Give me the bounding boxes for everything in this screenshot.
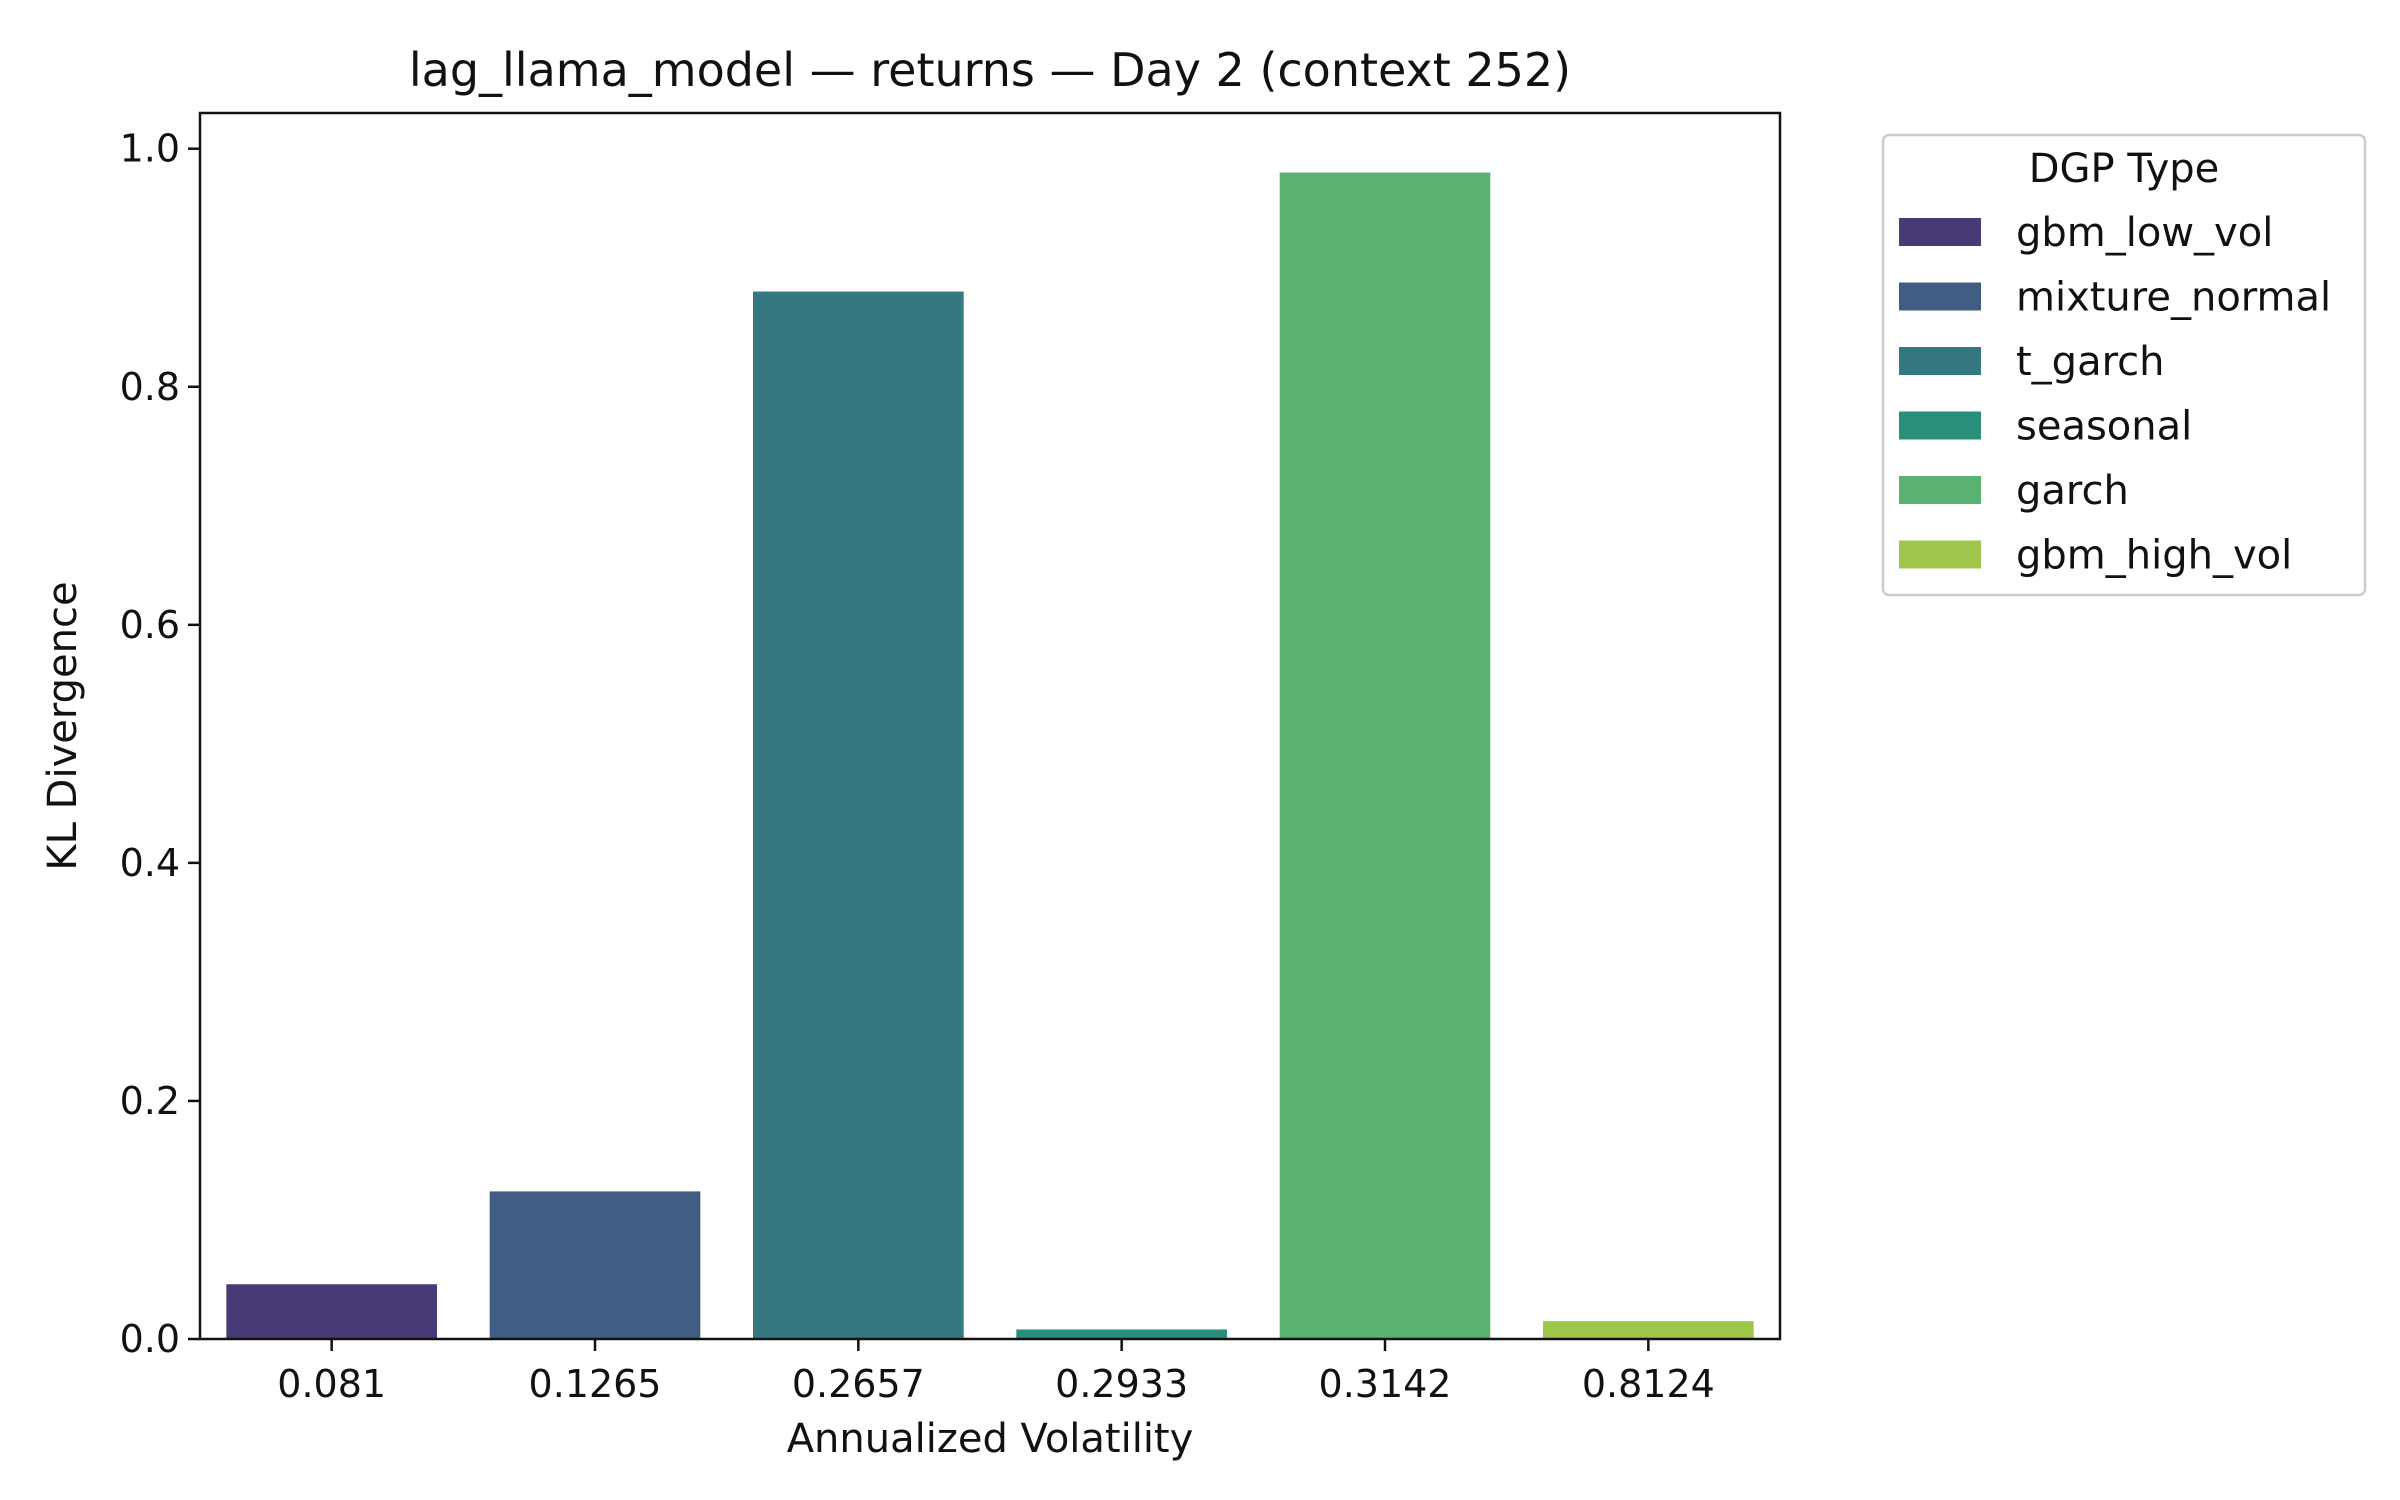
- legend-swatch-gbm_high_vol: [1899, 540, 1981, 569]
- legend-entry-mixture_normal: mixture_normal: [2016, 275, 2331, 321]
- y-tick-label: 0.0: [120, 1317, 180, 1361]
- legend-entry-gbm_high_vol: gbm_high_vol: [2016, 533, 2292, 579]
- y-tick-label: 0.4: [120, 841, 180, 885]
- y-axis-label: KL Divergence: [40, 581, 86, 870]
- y-tick-label: 0.2: [120, 1079, 180, 1123]
- x-tick-label: 0.2657: [792, 1362, 925, 1406]
- bar-garch: [1279, 172, 1491, 1340]
- bar-t_garch: [753, 291, 964, 1339]
- legend-title: DGP Type: [2029, 146, 2220, 192]
- legend: DGP Type gbm_low_vol mixture_normal t_garch…: [1881, 133, 2367, 597]
- legend-swatch-seasonal: [1899, 411, 1981, 440]
- x-axis-label: Annualized Volatility: [787, 1416, 1194, 1462]
- x-tick-label: 0.3142: [1319, 1362, 1452, 1406]
- x-tick-label: 0.2933: [1055, 1362, 1188, 1406]
- y-axis-ticks: 0.0 0.2 0.4 0.6 0.8 1.0: [120, 127, 200, 1361]
- legend-box: [1881, 133, 2367, 597]
- bars-group: [226, 172, 1754, 1340]
- x-axis-ticks: 0.081 0.1265 0.2657 0.2933 0.3142 0.8124: [277, 1339, 1715, 1406]
- x-tick-label: 0.081: [277, 1362, 386, 1406]
- plot-area-frame: [198, 111, 1782, 1341]
- bar-gbm_high_vol: [1543, 1321, 1754, 1339]
- y-tick-label: 0.8: [120, 365, 180, 409]
- y-tick-label: 1.0: [120, 127, 180, 171]
- y-tick-label: 0.6: [120, 603, 180, 647]
- legend-entry-gbm_low_vol: gbm_low_vol: [2016, 210, 2273, 256]
- legend-entry-t_garch: t_garch: [2016, 339, 2165, 385]
- x-tick-label: 0.1265: [529, 1362, 662, 1406]
- bar-seasonal: [1016, 1329, 1227, 1339]
- legend-swatch-garch: [1899, 476, 1981, 504]
- legend-entry-seasonal: seasonal: [2016, 404, 2192, 450]
- bar-mixture_normal: [489, 1191, 701, 1339]
- bar-gbm_low_vol: [226, 1284, 437, 1339]
- legend-swatch-gbm_low_vol: [1899, 218, 1981, 246]
- legend-entry-garch: garch: [2016, 468, 2129, 514]
- legend-swatch-t_garch: [1899, 347, 1981, 375]
- legend-swatch-mixture_normal: [1899, 282, 1981, 311]
- chart-title: lag_llama_model — returns — Day 2 (conte…: [409, 43, 1571, 97]
- x-tick-label: 0.8124: [1582, 1362, 1715, 1406]
